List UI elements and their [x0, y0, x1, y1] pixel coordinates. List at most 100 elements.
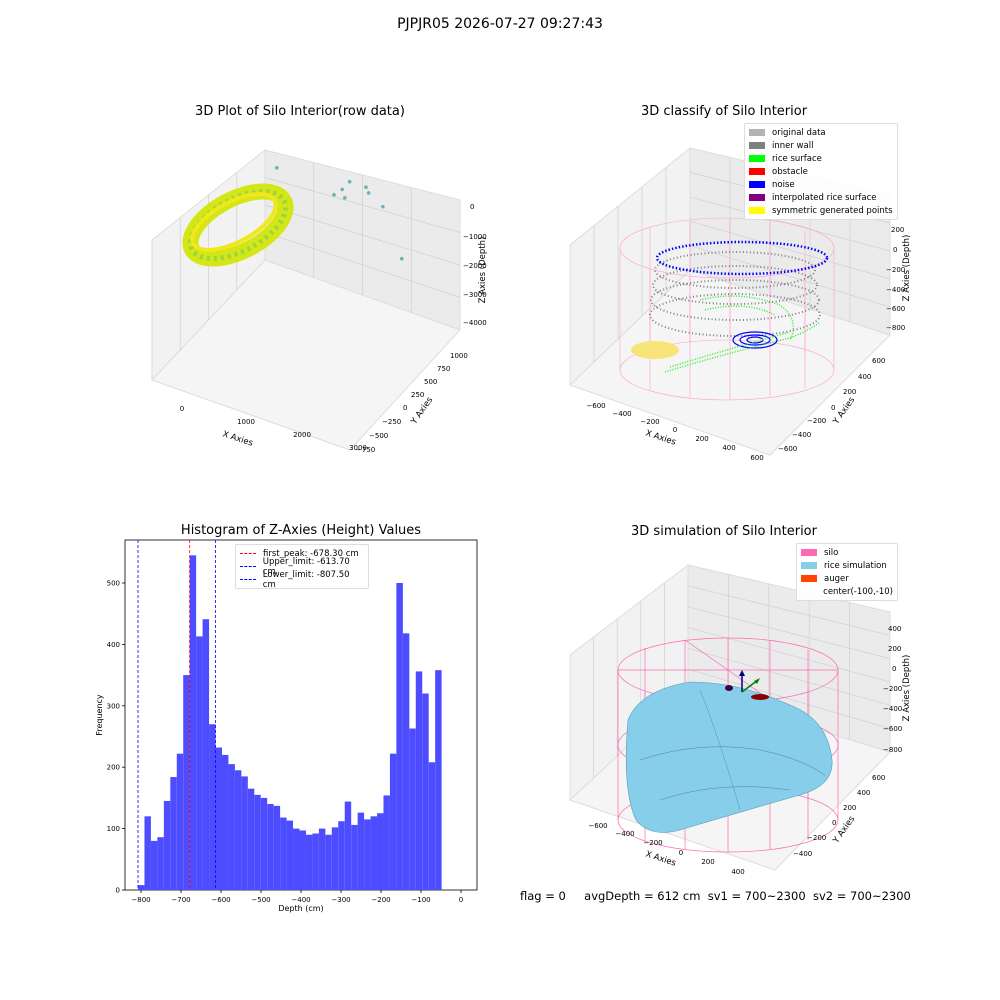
histogram-bar	[221, 754, 229, 890]
outlier-points	[275, 165, 404, 261]
x-tick-label: −600	[586, 402, 605, 410]
histogram-bar	[247, 788, 255, 890]
histogram-bar	[157, 837, 164, 890]
z-tick-label: 0	[893, 246, 897, 254]
y-axis-label: Y Axies	[409, 395, 436, 427]
legend-entry: silo	[801, 546, 893, 559]
histogram-bar	[286, 820, 294, 890]
z-tick-label: 400	[888, 625, 901, 633]
x-tick-label: −500	[251, 896, 270, 904]
grid-line	[687, 668, 891, 730]
y-tick-label: 400	[857, 789, 870, 797]
z-tick-label: −800	[886, 324, 905, 332]
x-tick-label: −300	[331, 896, 350, 904]
rice-simulation-surface	[625, 681, 833, 833]
legend-label: obstacle	[772, 166, 808, 177]
y-tick-label: 0	[831, 404, 835, 412]
grid-line	[687, 585, 891, 636]
histogram-bar	[422, 693, 429, 890]
x-tick-label: 0	[180, 405, 184, 413]
z-tick-label: −1000	[463, 233, 487, 241]
legend-swatch	[801, 549, 817, 556]
grid-line	[264, 232, 461, 298]
x-tick-label: 400	[731, 868, 744, 876]
x-tick-label: 3000	[349, 444, 367, 452]
y-tick-label: −200	[807, 417, 826, 425]
legend-swatch	[801, 562, 817, 569]
legend-label: original data	[772, 127, 826, 138]
histogram-bar	[389, 753, 397, 890]
y-tick-label: 0	[403, 404, 407, 412]
y-tick-label: 250	[411, 391, 424, 399]
y-tick-label: 200	[843, 804, 856, 812]
y-tick-label: 600	[872, 774, 885, 782]
x-tick-label: 0	[459, 896, 463, 904]
y-tick-label: 400	[107, 641, 120, 649]
y-tick-label: 0	[116, 887, 120, 895]
legend-entry: first_peak: -678.30 cm	[240, 547, 364, 560]
histogram-bar	[338, 821, 345, 890]
legend-swatch	[749, 194, 765, 201]
x-tick-label: −400	[615, 830, 634, 838]
legend-entry: obstacle	[749, 165, 893, 178]
y-tick-label: −500	[369, 432, 388, 440]
histogram-bar	[351, 824, 358, 890]
legend-label: auger	[824, 573, 849, 584]
y-tick-label: −750	[356, 446, 375, 454]
auger-and-center-axes	[725, 670, 769, 700]
z-axis-label: Z Axies (Depth)	[902, 235, 912, 302]
rice-ring-cloud	[182, 183, 294, 267]
panel1-title: 3D Plot of Silo Interior(row data)	[195, 104, 405, 119]
legend-swatch	[801, 588, 816, 595]
x-tick-label: −400	[291, 896, 310, 904]
legend-entry: symmetric generated points	[749, 204, 893, 217]
histogram-bar	[209, 724, 216, 890]
x-tick-label: −400	[612, 410, 631, 418]
outlier-point	[347, 179, 352, 184]
histogram-bar	[228, 764, 235, 890]
legend-swatch	[749, 142, 765, 149]
histogram-bar	[402, 633, 410, 890]
histogram-bars	[138, 555, 442, 890]
histogram-bar	[138, 885, 145, 890]
histogram-bar	[299, 830, 306, 890]
x-tick-label: −200	[371, 896, 390, 904]
histogram-bar	[312, 833, 319, 890]
legend-entry: auger	[801, 572, 893, 585]
legend-label: noise	[772, 179, 795, 190]
classify-legend: original data inner wall rice surface ob…	[744, 123, 898, 220]
z-tick-label: −800	[883, 746, 902, 754]
legend-line	[240, 553, 256, 554]
histogram-bar	[202, 619, 210, 890]
z-tick-label: −600	[886, 305, 905, 313]
legend-swatch	[749, 207, 765, 214]
x-tick-label: 200	[695, 435, 708, 443]
grid-line	[264, 177, 461, 233]
legend-entry: noise	[749, 178, 893, 191]
legend-label: Upper_limit: -613.70 cm	[262, 556, 350, 577]
status-footer: flag = 0 avgDepth = 612 cm sv1 = 700~230…	[520, 889, 911, 903]
histogram-bar	[150, 840, 158, 890]
z-tick-label: −600	[883, 725, 902, 733]
histogram-bar	[383, 795, 390, 890]
legend-swatch	[801, 575, 817, 582]
y-tick-label: 1000	[450, 352, 468, 360]
histogram-bar	[318, 828, 326, 890]
z-tick-label: −4000	[463, 319, 487, 327]
histogram-bar	[357, 812, 365, 890]
legend-swatch	[749, 129, 765, 136]
y-tick-label: 300	[107, 702, 120, 710]
legend-label: first_peak: -678.30 cm	[263, 548, 359, 559]
histogram-bar	[377, 813, 384, 890]
grid-line	[689, 245, 891, 308]
flag-value: flag = 0	[520, 889, 566, 903]
histogram-bar	[234, 770, 242, 890]
figure-title: PJPJR05 2026-07-27 09:27:43	[397, 16, 603, 32]
x-axis-label: X Axies	[644, 849, 677, 868]
z-tick-label: −400	[883, 705, 902, 713]
z-tick-label: 200	[891, 226, 904, 234]
z-tick-label: 200	[888, 645, 901, 653]
legend-label: silo	[824, 547, 839, 558]
histogram-bar	[305, 834, 313, 890]
legend-entry: rice simulation	[801, 559, 893, 572]
